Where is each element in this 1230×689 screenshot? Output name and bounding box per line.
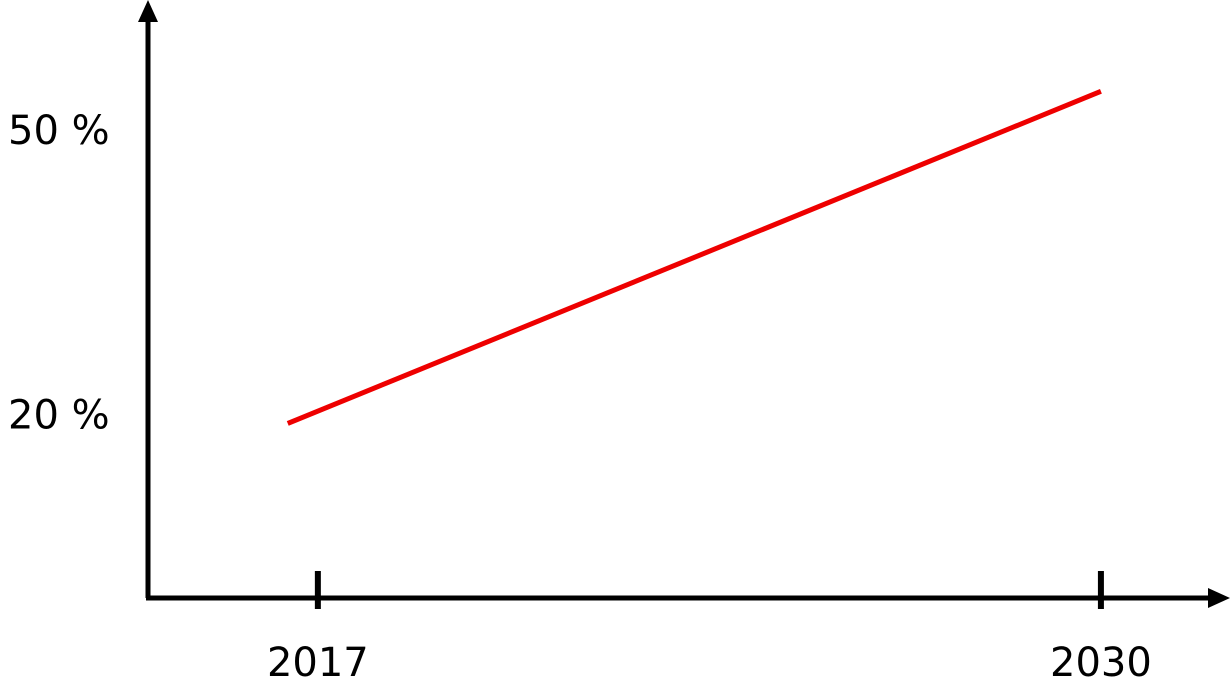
x-tick-label: 2017 (267, 640, 369, 686)
x-tick-label: 2030 (1050, 640, 1152, 686)
y-axis-arrow (138, 0, 158, 22)
x-axis-arrow (1208, 588, 1230, 608)
y-tick-label: 20 % (8, 393, 110, 439)
y-tick-label: 50 % (8, 108, 110, 154)
line (286, 89, 1102, 426)
